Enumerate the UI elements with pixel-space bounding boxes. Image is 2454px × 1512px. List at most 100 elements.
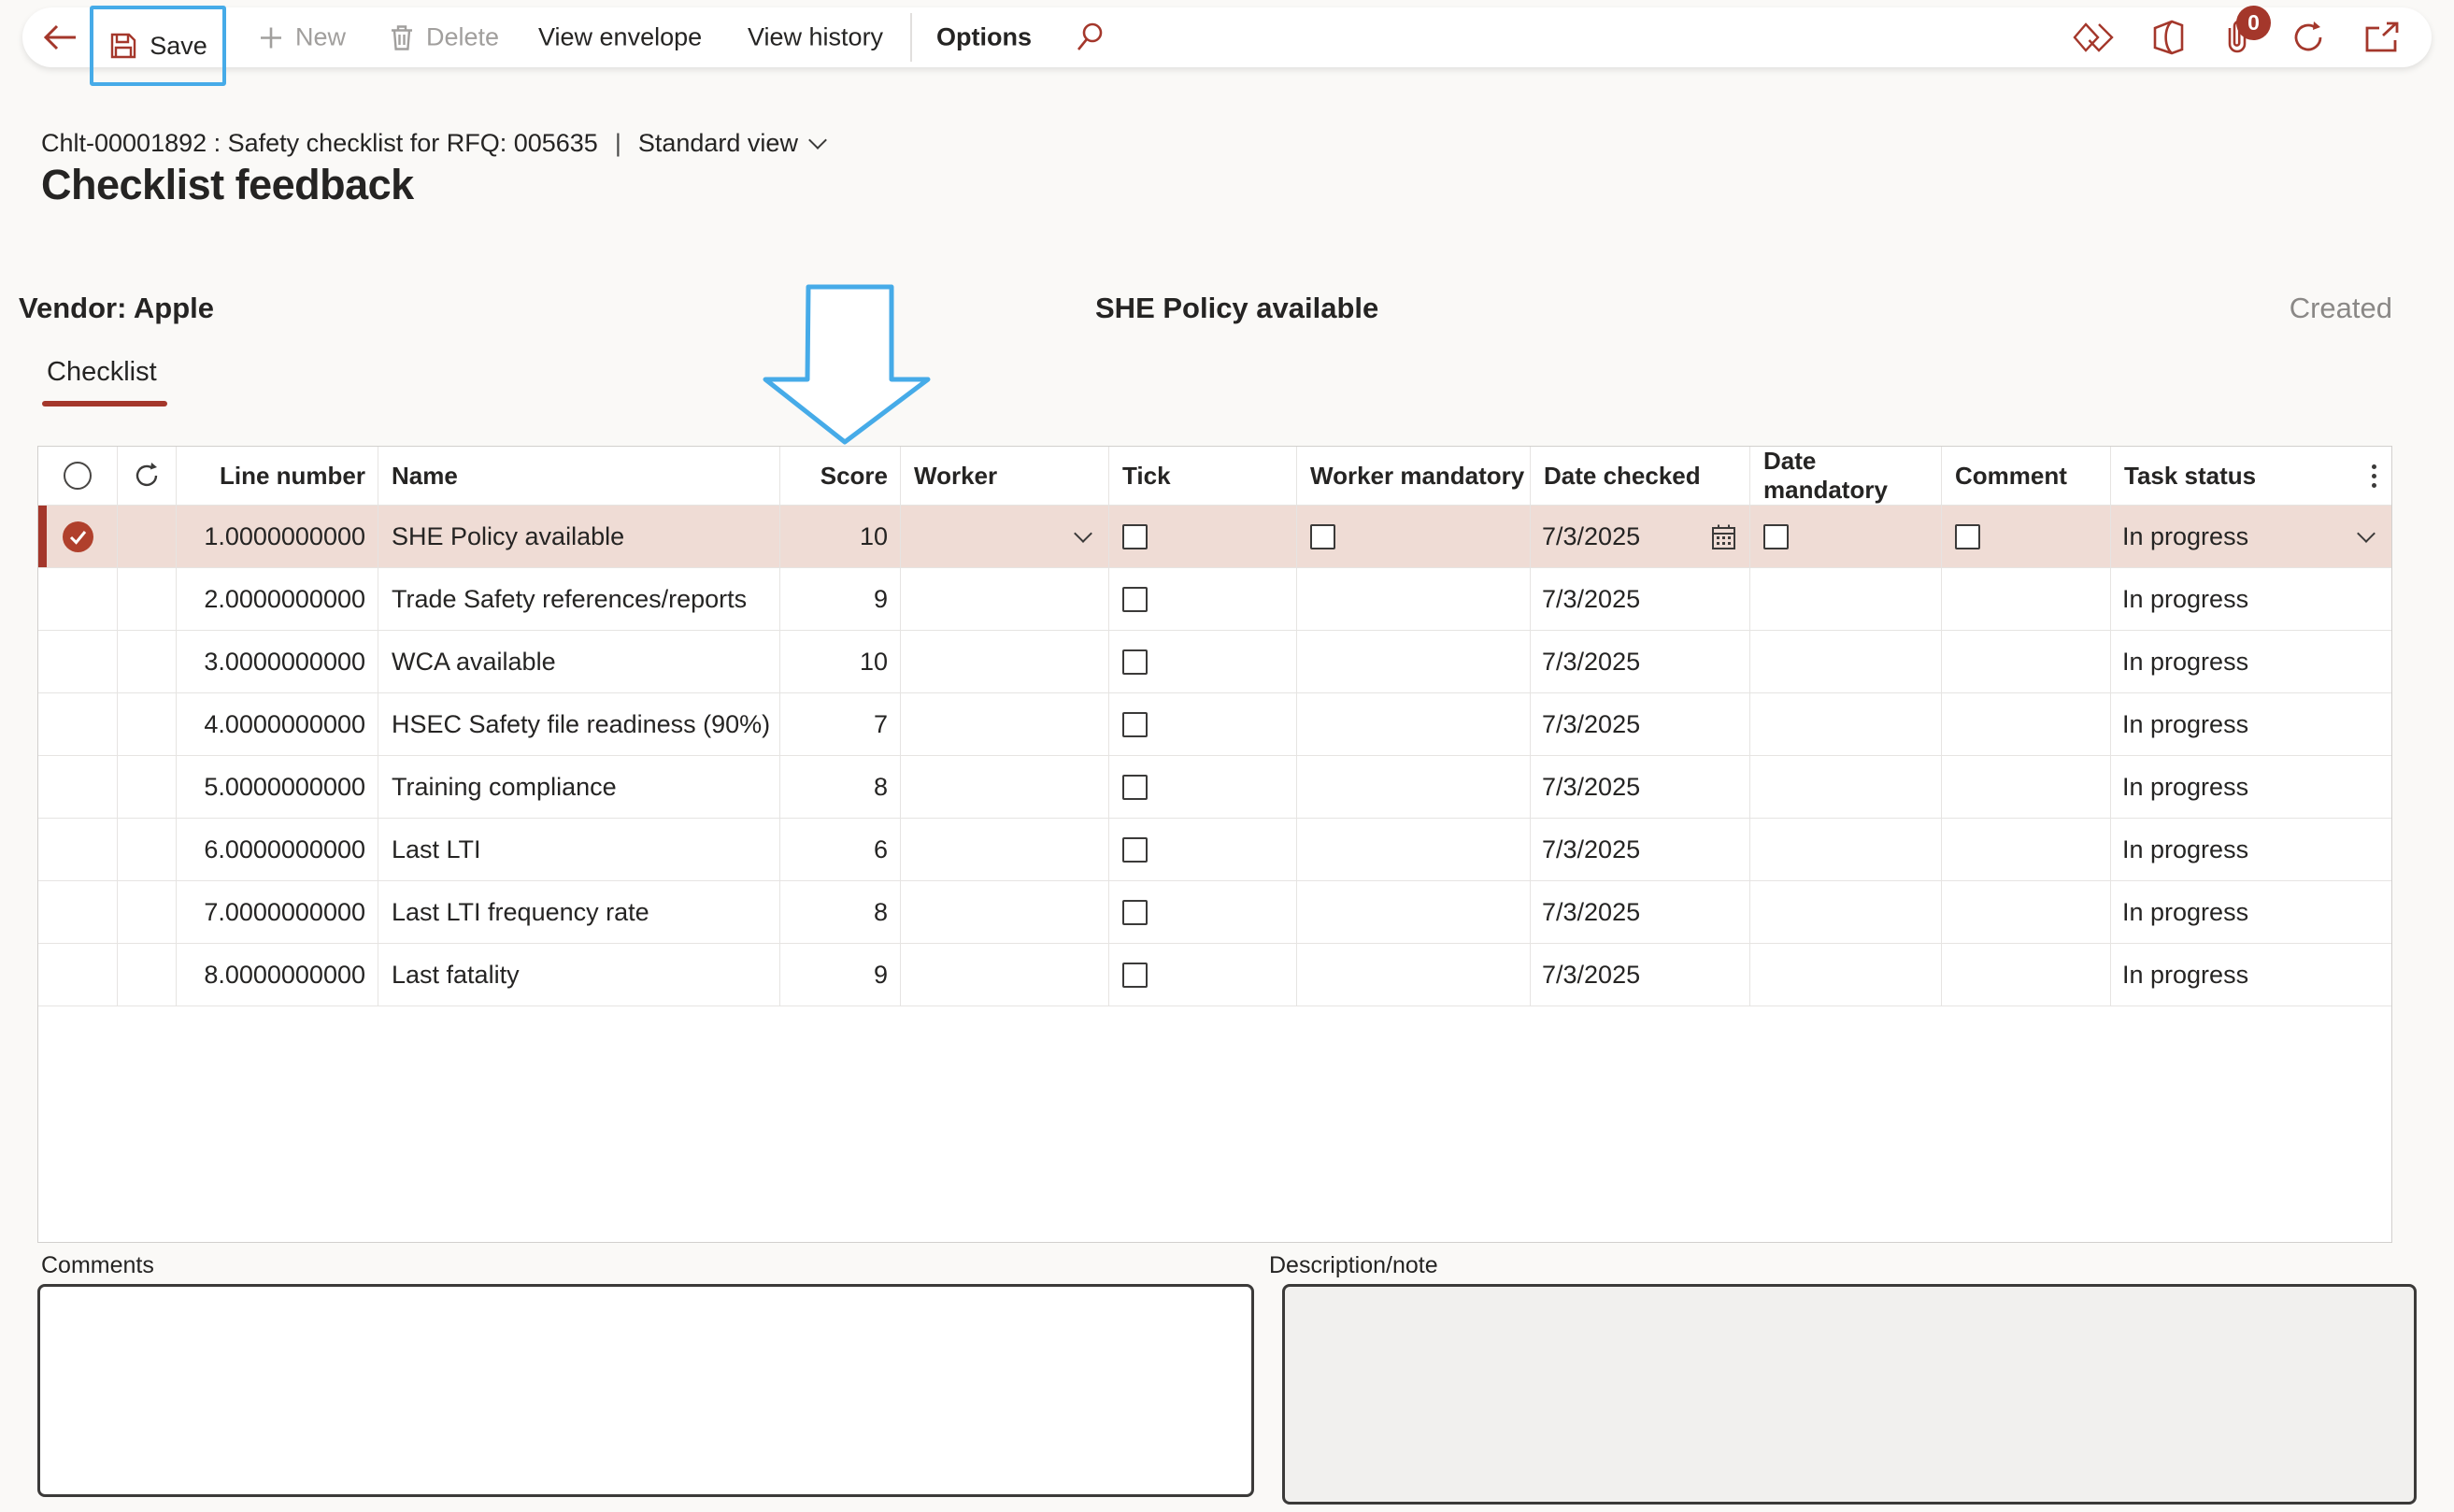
search-button[interactable] — [1075, 21, 1106, 53]
table-row[interactable]: 5.0000000000 Training compliance 8 7/3/2… — [38, 756, 2391, 819]
column-header-tick[interactable]: Tick — [1109, 447, 1297, 505]
column-header-worker[interactable]: Worker — [901, 447, 1109, 505]
cell-name[interactable]: Trade Safety references/reports — [378, 568, 780, 630]
cell-date-mandatory[interactable] — [1750, 881, 1942, 943]
cell-line-number[interactable]: 8.0000000000 — [177, 944, 378, 1006]
cell-line-number[interactable]: 7.0000000000 — [177, 881, 378, 943]
cell-comment[interactable] — [1942, 631, 2111, 692]
cell-tick[interactable] — [1109, 506, 1297, 567]
tick-checkbox[interactable] — [1122, 899, 1148, 925]
row-select-cell[interactable] — [38, 631, 118, 692]
column-header-line-number[interactable]: Line number — [177, 447, 378, 505]
cell-tick[interactable] — [1109, 631, 1297, 692]
comment-checkbox[interactable] — [1955, 523, 1980, 549]
view-selector[interactable]: Standard view — [638, 129, 827, 158]
cell-task-status[interactable]: In progress — [2111, 693, 2391, 755]
cell-worker-mandatory[interactable] — [1297, 756, 1531, 818]
table-row[interactable]: 6.0000000000 Last LTI 6 7/3/2025 In prog… — [38, 819, 2391, 881]
select-all-cell[interactable] — [38, 447, 118, 505]
cell-worker[interactable] — [901, 819, 1109, 880]
cell-worker-mandatory[interactable] — [1297, 568, 1531, 630]
office-apps-button[interactable] — [2151, 20, 2185, 55]
cell-name[interactable]: SHE Policy available — [378, 506, 780, 567]
cell-date-mandatory[interactable] — [1750, 819, 1942, 880]
chevron-down-icon[interactable] — [2357, 523, 2376, 543]
cell-tick[interactable] — [1109, 819, 1297, 880]
calendar-icon[interactable] — [1711, 523, 1736, 550]
view-history-button[interactable]: View history — [748, 23, 883, 52]
cell-name[interactable]: Last LTI frequency rate — [378, 881, 780, 943]
cell-task-status[interactable]: In progress — [2111, 756, 2391, 818]
cell-task-status[interactable]: In progress — [2111, 819, 2391, 880]
row-select-cell[interactable] — [38, 756, 118, 818]
workspaces-button[interactable] — [2073, 21, 2114, 54]
cell-task-status[interactable]: In progress — [2111, 944, 2391, 1006]
row-flag-cell[interactable] — [118, 631, 177, 692]
tick-checkbox[interactable] — [1122, 586, 1148, 612]
cell-worker[interactable] — [901, 881, 1109, 943]
cell-comment[interactable] — [1942, 506, 2111, 567]
row-select-cell[interactable] — [38, 506, 118, 567]
delete-button[interactable]: Delete — [389, 23, 499, 52]
column-header-date-checked[interactable]: Date checked — [1531, 447, 1750, 505]
cell-worker[interactable] — [901, 568, 1109, 630]
cell-tick[interactable] — [1109, 756, 1297, 818]
open-in-new-window-button[interactable] — [2364, 21, 2400, 53]
cell-worker[interactable] — [901, 944, 1109, 1006]
cell-date-mandatory[interactable] — [1750, 693, 1942, 755]
cell-tick[interactable] — [1109, 944, 1297, 1006]
cell-worker[interactable] — [901, 506, 1109, 567]
cell-score[interactable]: 8 — [780, 756, 901, 818]
row-select-cell[interactable] — [38, 944, 118, 1006]
cell-comment[interactable] — [1942, 944, 2111, 1006]
cell-date-mandatory[interactable] — [1750, 568, 1942, 630]
row-select-cell[interactable] — [38, 693, 118, 755]
cell-worker-mandatory[interactable] — [1297, 881, 1531, 943]
save-button[interactable]: Save — [108, 31, 207, 61]
cell-line-number[interactable]: 1.0000000000 — [177, 506, 378, 567]
tick-checkbox[interactable] — [1122, 649, 1148, 675]
table-row[interactable]: 7.0000000000 Last LTI frequency rate 8 7… — [38, 881, 2391, 944]
cell-date-mandatory[interactable] — [1750, 756, 1942, 818]
cell-worker-mandatory[interactable] — [1297, 631, 1531, 692]
column-header-worker-mandatory[interactable]: Worker mandatory — [1297, 447, 1531, 505]
cell-line-number[interactable]: 2.0000000000 — [177, 568, 378, 630]
chevron-down-icon[interactable] — [1074, 523, 1092, 543]
column-header-name[interactable]: Name — [378, 447, 780, 505]
cell-date-checked[interactable]: 7/3/2025 — [1531, 881, 1750, 943]
cell-comment[interactable] — [1942, 693, 2111, 755]
cell-line-number[interactable]: 5.0000000000 — [177, 756, 378, 818]
cell-score[interactable]: 8 — [780, 881, 901, 943]
cell-line-number[interactable]: 4.0000000000 — [177, 693, 378, 755]
cell-task-status[interactable]: In progress — [2111, 631, 2391, 692]
cell-line-number[interactable]: 6.0000000000 — [177, 819, 378, 880]
cell-name[interactable]: WCA available — [378, 631, 780, 692]
table-row[interactable]: 4.0000000000 HSEC Safety file readiness … — [38, 693, 2391, 756]
table-row[interactable]: 8.0000000000 Last fatality 9 7/3/2025 In… — [38, 944, 2391, 1006]
cell-name[interactable]: Training compliance — [378, 756, 780, 818]
refresh-button[interactable] — [2291, 20, 2327, 55]
cell-worker-mandatory[interactable] — [1297, 819, 1531, 880]
cell-worker[interactable] — [901, 631, 1109, 692]
cell-task-status[interactable]: In progress — [2111, 568, 2391, 630]
cell-comment[interactable] — [1942, 756, 2111, 818]
view-envelope-button[interactable]: View envelope — [538, 23, 702, 52]
worker-mandatory-checkbox[interactable] — [1310, 523, 1335, 549]
cell-tick[interactable] — [1109, 881, 1297, 943]
cell-tick[interactable] — [1109, 568, 1297, 630]
back-button[interactable] — [41, 22, 78, 52]
new-button[interactable]: New — [258, 23, 346, 52]
cell-task-status[interactable]: In progress — [2111, 881, 2391, 943]
row-select-cell[interactable] — [38, 881, 118, 943]
grid-options-icon[interactable] — [2372, 464, 2376, 488]
row-flag-cell[interactable] — [118, 568, 177, 630]
row-select-cell[interactable] — [38, 568, 118, 630]
column-header-task-status[interactable]: Task status — [2111, 447, 2391, 505]
cell-comment[interactable] — [1942, 568, 2111, 630]
tick-checkbox[interactable] — [1122, 711, 1148, 737]
cell-date-mandatory[interactable] — [1750, 631, 1942, 692]
cell-score[interactable]: 9 — [780, 944, 901, 1006]
cell-line-number[interactable]: 3.0000000000 — [177, 631, 378, 692]
refresh-column-header[interactable] — [118, 447, 177, 505]
cell-comment[interactable] — [1942, 881, 2111, 943]
